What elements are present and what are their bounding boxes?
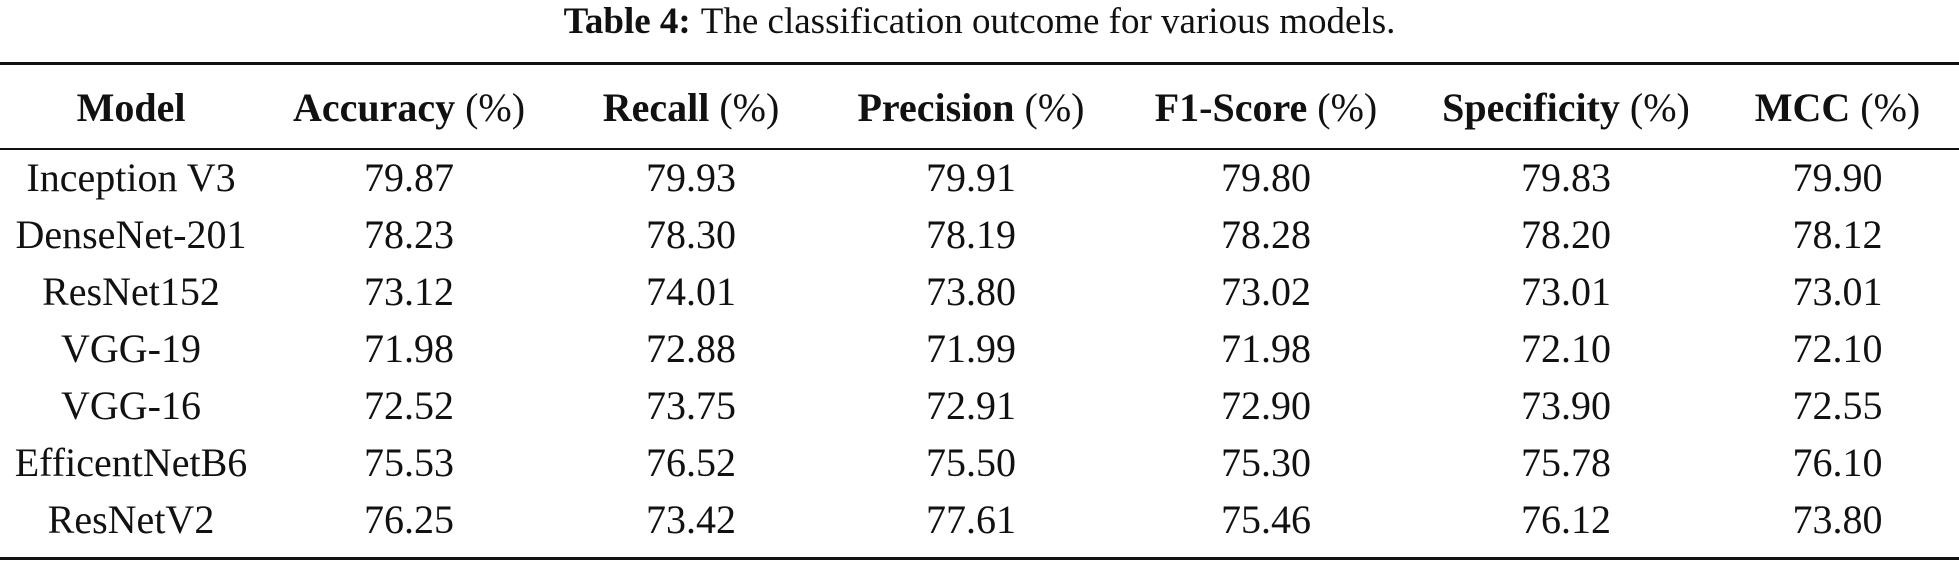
table-caption: Table 4: The classification outcome for v…: [0, 0, 1959, 48]
table-row: VGG-19 71.98 72.88 71.99 71.98 72.10 72.10: [0, 320, 1959, 377]
table-row: VGG-16 72.52 73.75 72.91 72.90 73.90 72.55: [0, 377, 1959, 434]
metric-value-cell: 72.10: [1521, 326, 1611, 371]
column-header-label: Recall: [602, 84, 710, 130]
column-header-recall: Recall (%): [556, 65, 826, 149]
column-header-model: Model: [0, 65, 262, 149]
metric-value-cell: 72.91: [926, 383, 1016, 428]
metric-value-cell: 75.30: [1221, 440, 1311, 485]
table-header: Model Accuracy (%) Recall (%) Precision (%)…: [0, 65, 1959, 149]
model-name-cell: Inception V3: [26, 155, 236, 200]
column-header-unit: (%): [1629, 84, 1690, 130]
model-name-cell: DenseNet-201: [15, 212, 247, 257]
metric-value-cell: 79.93: [646, 155, 736, 200]
metric-value-cell: 76.12: [1521, 497, 1611, 542]
metric-value-cell: 75.46: [1221, 497, 1311, 542]
metric-value-cell: 71.98: [1221, 326, 1311, 371]
metric-value-cell: 75.50: [926, 440, 1016, 485]
metric-value-cell: 73.80: [1792, 497, 1883, 542]
metric-value-cell: 71.99: [926, 326, 1016, 371]
metric-value-cell: 78.28: [1221, 212, 1311, 257]
model-name-cell: ResNetV2: [47, 497, 215, 542]
metric-value-cell: 77.61: [926, 497, 1016, 542]
model-name-cell: EfficentNetB6: [14, 440, 248, 485]
header-row: Model Accuracy (%) Recall (%) Precision (%)…: [0, 65, 1959, 149]
metric-value-cell: 76.25: [364, 497, 454, 542]
caption-text: The classification outcome for various m…: [700, 1, 1396, 42]
metric-value-cell: 79.91: [926, 155, 1016, 200]
column-header-precision: Precision (%): [826, 65, 1116, 149]
metric-value-cell: 73.01: [1792, 269, 1883, 314]
metric-value-cell: 73.12: [364, 269, 454, 314]
column-header-f1-score: F1-Score (%): [1116, 65, 1416, 149]
metric-value-cell: 72.55: [1792, 383, 1883, 428]
table-row: DenseNet-201 78.23 78.30 78.19 78.28 78.20 78.…: [0, 206, 1959, 263]
metric-value-cell: 75.53: [364, 440, 454, 485]
metric-value-cell: 79.80: [1221, 155, 1311, 200]
metric-value-cell: 79.87: [364, 155, 454, 200]
metric-value-cell: 72.52: [364, 383, 454, 428]
metric-value-cell: 78.23: [364, 212, 454, 257]
metric-value-cell: 74.01: [646, 269, 736, 314]
metric-value-cell: 73.90: [1521, 383, 1611, 428]
metric-value-cell: 79.90: [1792, 155, 1883, 200]
column-header-unit: (%): [1317, 84, 1378, 130]
metric-value-cell: 73.01: [1521, 269, 1611, 314]
metric-value-cell: 73.02: [1221, 269, 1311, 314]
column-header-specificity: Specificity (%): [1416, 65, 1716, 149]
bottom-rule: [0, 557, 1959, 560]
metric-value-cell: 72.10: [1792, 326, 1883, 371]
metric-value-cell: 79.83: [1521, 155, 1611, 200]
column-header-unit: (%): [719, 84, 780, 130]
column-header-label: Accuracy: [292, 84, 456, 130]
top-rule: [0, 62, 1959, 65]
table-row: Inception V3 79.87 79.93 79.91 79.80 79.83 79.…: [0, 149, 1959, 206]
table-body: Inception V3 79.87 79.93 79.91 79.80 79.83 79.…: [0, 149, 1959, 548]
metric-value-cell: 78.12: [1792, 212, 1883, 257]
table-row: ResNet152 73.12 74.01 73.80 73.02 73.01 73.01: [0, 263, 1959, 320]
model-name-cell: ResNet152: [42, 269, 220, 314]
column-header-mcc: MCC (%): [1716, 65, 1959, 149]
column-header-label: Model: [76, 84, 186, 130]
metric-value-cell: 75.78: [1521, 440, 1611, 485]
metric-value-cell: 78.19: [926, 212, 1016, 257]
column-header-unit: (%): [1860, 84, 1921, 130]
column-header-unit: (%): [1024, 84, 1085, 130]
metric-value-cell: 73.80: [926, 269, 1016, 314]
column-header-label: F1-Score: [1154, 84, 1308, 130]
metric-value-cell: 73.75: [646, 383, 736, 428]
results-table: Model Accuracy (%) Recall (%) Precision (%)…: [0, 65, 1959, 548]
table-row: EfficentNetB6 75.53 76.52 75.50 75.30 75.78 76…: [0, 434, 1959, 491]
caption-label: Table 4:: [563, 1, 691, 42]
column-header-unit: (%): [465, 84, 526, 130]
metric-value-cell: 72.88: [646, 326, 736, 371]
model-name-cell: VGG-16: [61, 383, 201, 428]
model-name-cell: VGG-19: [61, 326, 201, 371]
column-header-label: MCC: [1754, 84, 1851, 130]
metric-value-cell: 78.30: [646, 212, 736, 257]
column-header-label: Specificity: [1442, 84, 1620, 130]
metric-value-cell: 78.20: [1521, 212, 1611, 257]
metric-value-cell: 71.98: [364, 326, 454, 371]
header-rule: [0, 148, 1959, 150]
metric-value-cell: 72.90: [1221, 383, 1311, 428]
metric-value-cell: 76.52: [646, 440, 736, 485]
column-header-accuracy: Accuracy (%): [262, 65, 556, 149]
column-header-label: Precision: [857, 84, 1015, 130]
table-row: ResNetV2 76.25 73.42 77.61 75.46 76.12 73.80: [0, 491, 1959, 548]
metric-value-cell: 76.10: [1792, 440, 1883, 485]
metric-value-cell: 73.42: [646, 497, 736, 542]
